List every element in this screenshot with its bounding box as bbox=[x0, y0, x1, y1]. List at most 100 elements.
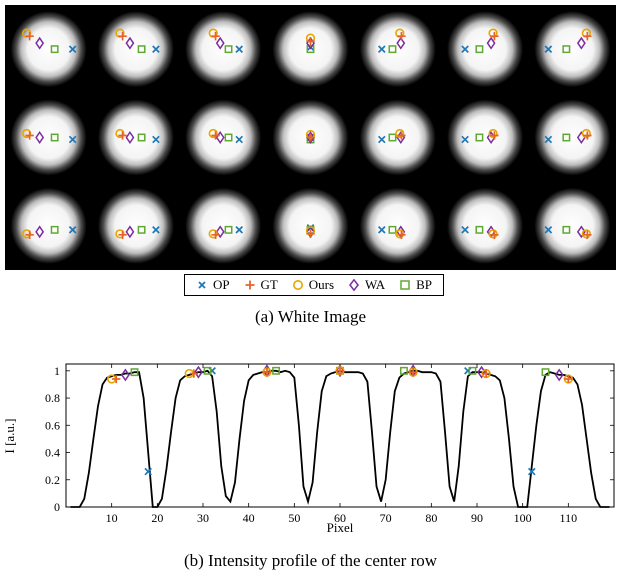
plot-frame bbox=[65, 363, 615, 508]
spot-marker-wa bbox=[125, 36, 135, 50]
spot-marker-group bbox=[544, 225, 592, 239]
spot-marker-group bbox=[461, 28, 499, 54]
wa-diamond-icon bbox=[349, 279, 359, 291]
spot-marker-group bbox=[377, 28, 406, 54]
chart-marker-gt bbox=[408, 368, 418, 377]
y-tick-label: 0.8 bbox=[45, 391, 60, 405]
chart-marker-wa bbox=[335, 364, 345, 378]
spot-marker-group bbox=[461, 225, 499, 239]
spot-marker-op bbox=[544, 135, 553, 144]
spot-marker-gt bbox=[306, 229, 315, 238]
x-tick-label: 20 bbox=[151, 511, 163, 525]
chart-marker-bp bbox=[203, 366, 212, 375]
chart-marker-gt bbox=[112, 374, 121, 384]
legend-label-gt: GT bbox=[260, 277, 278, 292]
chart-marker-op bbox=[144, 467, 153, 476]
x-tick-label: 10 bbox=[106, 511, 118, 525]
x-tick-label: 90 bbox=[471, 511, 483, 525]
legend-item-bp: BP bbox=[399, 277, 432, 293]
y-tick-label: 0.2 bbox=[45, 473, 60, 487]
profile-series-line bbox=[70, 369, 610, 508]
legend-label-bp: BP bbox=[416, 277, 433, 292]
spot-marker-op bbox=[235, 45, 244, 53]
spot-marker-ours bbox=[488, 128, 498, 139]
spot-marker-bp bbox=[137, 133, 146, 142]
spot-marker-op bbox=[152, 45, 160, 53]
spot-marker-gt bbox=[25, 230, 34, 239]
spot-marker-bp bbox=[562, 45, 571, 54]
legend-label-ours: Ours bbox=[308, 277, 335, 292]
spot-marker-bp bbox=[137, 225, 146, 234]
spot-marker-op bbox=[544, 226, 553, 234]
spot-marker-gt bbox=[211, 131, 220, 140]
white-image-panel bbox=[5, 5, 616, 270]
spot-marker-bp bbox=[50, 225, 59, 234]
lens-spot bbox=[534, 11, 611, 88]
spot-marker-bp bbox=[224, 133, 233, 142]
spot-marker-wa bbox=[306, 131, 315, 144]
spot-marker-group bbox=[461, 128, 499, 144]
chart-marker-gt bbox=[481, 369, 491, 378]
spot-marker-wa bbox=[486, 36, 496, 50]
spot-marker-op bbox=[461, 135, 469, 144]
spot-marker-op bbox=[544, 45, 553, 53]
spot-marker-bp bbox=[388, 225, 397, 234]
spot-marker-group bbox=[22, 28, 77, 54]
lens-spot bbox=[534, 99, 611, 176]
spot-marker-gt bbox=[583, 230, 592, 239]
spot-marker-op bbox=[68, 45, 77, 53]
spot-marker-bp bbox=[50, 45, 59, 54]
spot-marker-ours bbox=[115, 229, 125, 239]
y-tick-label: 0 bbox=[54, 500, 60, 514]
spot-marker-gt bbox=[306, 133, 315, 142]
lens-spot bbox=[10, 187, 87, 264]
chart-marker-wa bbox=[194, 365, 203, 379]
spot-marker-op bbox=[377, 45, 386, 53]
spot-marker-gt bbox=[583, 131, 592, 140]
chart-marker-bp bbox=[541, 368, 550, 377]
spot-marker-gt bbox=[397, 230, 406, 239]
bp-square-icon bbox=[400, 280, 410, 290]
spot-marker-group bbox=[115, 225, 160, 239]
spot-marker-gt bbox=[211, 230, 220, 239]
lens-spot bbox=[97, 11, 174, 88]
lens-spot bbox=[359, 11, 436, 88]
chart-marker-wa bbox=[554, 368, 564, 382]
legend-label-op: OP bbox=[212, 277, 230, 292]
chart-marker-bp bbox=[399, 366, 408, 375]
spot-marker-ours bbox=[115, 128, 125, 139]
spot-marker-wa bbox=[215, 36, 225, 50]
spot-marker-bp bbox=[475, 225, 484, 234]
chart-marker-bp bbox=[272, 366, 281, 375]
y-tick-label: 1 bbox=[54, 364, 60, 378]
spot-marker-bp bbox=[224, 45, 233, 54]
spot-marker-op bbox=[152, 226, 160, 234]
spot-marker-op bbox=[377, 135, 386, 144]
spot-marker-wa bbox=[125, 225, 135, 239]
spot-marker-bp bbox=[388, 45, 397, 54]
spot-marker-op bbox=[235, 135, 244, 144]
chart-marker-bp bbox=[130, 368, 139, 377]
lens-spot bbox=[447, 187, 524, 264]
gt-plus-icon bbox=[245, 280, 254, 290]
chart-marker-gt bbox=[189, 369, 199, 378]
spot-marker-wa bbox=[215, 225, 225, 239]
spot-marker-wa bbox=[125, 131, 135, 144]
op-x-icon bbox=[198, 281, 206, 289]
chart-marker-bp bbox=[468, 366, 477, 375]
spot-marker-op bbox=[68, 135, 77, 144]
spot-marker-ours bbox=[208, 229, 218, 239]
spot-marker-gt bbox=[211, 32, 220, 41]
lens-spot bbox=[185, 11, 262, 88]
caption-white-image: (a) White Image bbox=[254, 307, 367, 326]
legend-label-wa: WA bbox=[364, 277, 386, 292]
ours-circle-icon bbox=[292, 280, 303, 290]
spot-marker-gt bbox=[25, 131, 34, 140]
spot-marker-ours bbox=[488, 229, 498, 239]
spot-marker-ours bbox=[395, 229, 405, 239]
spot-marker-wa bbox=[35, 225, 45, 239]
spot-marker-group bbox=[115, 128, 160, 144]
spot-marker-group bbox=[115, 28, 160, 54]
spot-marker-group bbox=[544, 128, 592, 144]
lens-spot bbox=[534, 187, 611, 264]
